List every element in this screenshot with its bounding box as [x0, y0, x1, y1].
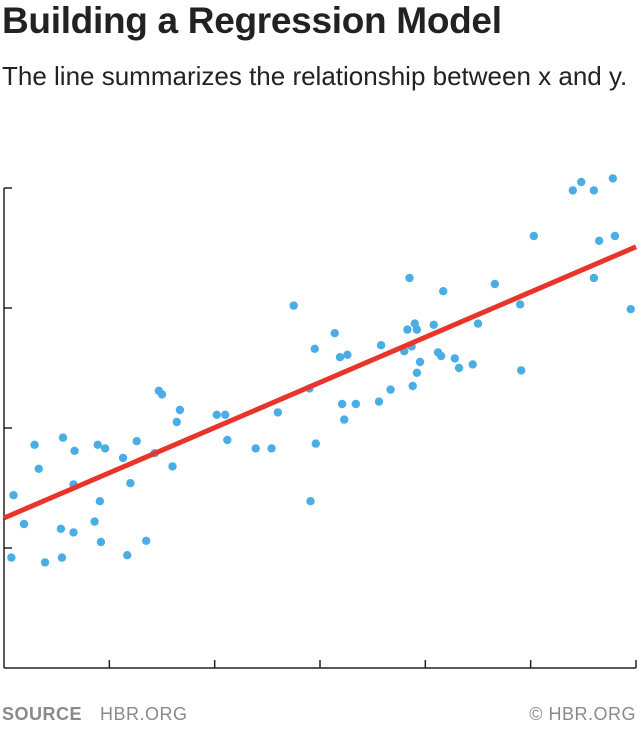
data-point	[403, 325, 412, 334]
data-point	[408, 381, 417, 391]
data-point	[95, 497, 105, 506]
data-point	[490, 279, 500, 289]
data-point	[473, 319, 483, 328]
data-point	[374, 397, 384, 406]
data-point	[415, 357, 425, 367]
data-point	[273, 408, 283, 417]
data-point	[56, 524, 66, 533]
data-point	[405, 273, 414, 283]
data-point	[594, 236, 604, 245]
data-point	[610, 231, 620, 241]
data-point	[30, 440, 39, 449]
data-point	[69, 528, 78, 537]
chart-subtitle: The line summarizes the relationship bet…	[2, 61, 628, 91]
data-point	[429, 320, 438, 329]
data-point	[70, 446, 79, 455]
data-point	[386, 385, 395, 394]
data-point	[221, 410, 230, 419]
source-label: SOURCE	[2, 704, 83, 724]
data-point	[142, 536, 151, 545]
data-point	[9, 491, 18, 500]
data-point	[468, 360, 477, 369]
data-point	[589, 273, 599, 283]
data-point	[412, 368, 422, 377]
axes	[3, 187, 637, 669]
data-point	[529, 231, 539, 241]
data-point	[267, 444, 276, 453]
data-point	[118, 453, 128, 463]
data-point	[19, 519, 29, 529]
data-point	[577, 177, 586, 187]
data-point	[123, 551, 132, 560]
data-point	[568, 186, 577, 195]
data-point	[100, 444, 110, 453]
data-point	[351, 399, 361, 409]
data-point	[589, 186, 599, 195]
data-point	[289, 301, 298, 310]
data-point	[58, 433, 68, 442]
data-point	[157, 390, 167, 399]
data-points	[7, 174, 635, 567]
data-point	[343, 350, 352, 359]
data-point	[515, 300, 525, 309]
source-value: HBR.ORG	[100, 704, 188, 724]
data-point	[335, 353, 345, 362]
data-point	[57, 553, 67, 562]
regression-line-group	[3, 244, 637, 521]
data-point	[132, 437, 141, 446]
footer: SOURCE HBR.ORG © HBR.ORG	[0, 704, 639, 728]
data-point	[251, 444, 260, 453]
data-point	[96, 537, 106, 547]
data-point	[223, 435, 232, 445]
data-point	[337, 399, 347, 409]
data-point	[626, 305, 635, 314]
data-point	[90, 517, 99, 526]
data-point	[436, 351, 446, 361]
data-point	[516, 366, 526, 375]
data-point	[7, 553, 16, 562]
data-point	[439, 287, 448, 296]
data-point	[93, 440, 102, 449]
data-point	[212, 410, 221, 419]
data-point	[376, 341, 386, 350]
data-point	[311, 439, 320, 448]
data-point	[340, 415, 349, 424]
data-point	[450, 354, 460, 363]
data-point	[40, 558, 50, 567]
data-point	[172, 417, 181, 427]
data-point	[310, 344, 319, 353]
regression-line	[3, 244, 637, 521]
data-point	[126, 479, 135, 488]
data-point	[330, 329, 339, 338]
data-point	[454, 363, 464, 373]
chart-title: Building a Regression Model	[2, 0, 502, 41]
copyright: © HBR.ORG	[529, 704, 636, 724]
data-point	[412, 325, 422, 334]
data-point	[168, 462, 177, 471]
data-point	[175, 405, 185, 415]
data-point	[34, 464, 43, 473]
data-point	[608, 174, 618, 183]
data-point	[306, 497, 315, 506]
